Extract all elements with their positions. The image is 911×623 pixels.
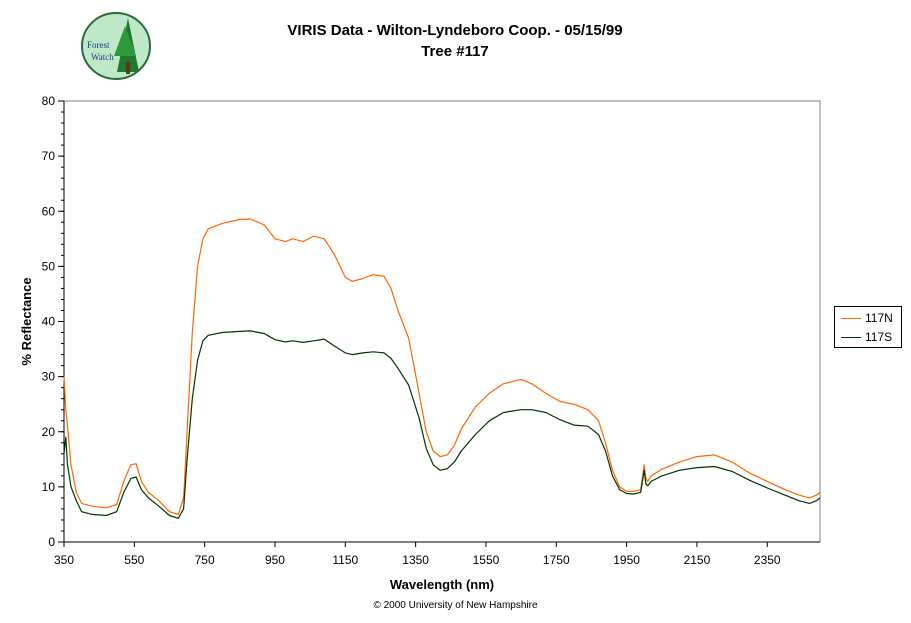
x-tick-label: 550 — [124, 553, 144, 567]
legend-label-117n: 117N — [865, 311, 893, 325]
y-tick-label: 20 — [42, 425, 56, 439]
series-lines — [63, 218, 821, 519]
chart-title: VIRIS Data - Wilton-Lyndeboro Coop. - 05… — [287, 22, 623, 39]
y-tick-label: 70 — [42, 149, 56, 163]
y-tick-label: 10 — [42, 480, 56, 494]
x-tick-label: 2350 — [754, 553, 781, 567]
legend-item-117n: 117N — [841, 310, 893, 326]
plot-border — [63, 100, 821, 543]
y-tick-label: 30 — [42, 370, 56, 384]
x-tick-label: 750 — [195, 553, 215, 567]
y-axis: 0 10 20 30 40 50 60 70 80 — [42, 94, 65, 549]
x-tick-label: 1350 — [402, 553, 429, 567]
x-tick-label: 1950 — [613, 553, 640, 567]
y-tick-label: 50 — [42, 259, 56, 273]
logo-text-forest: Forest — [87, 40, 110, 50]
x-tick-label: 1550 — [473, 553, 500, 567]
series-line-117n — [63, 218, 821, 516]
chart-subtitle: Tree #117 — [421, 43, 489, 60]
copyright-note: © 2000 University of New Hampshire — [373, 600, 538, 611]
y-tick-label: 80 — [42, 94, 56, 108]
y-tick-label: 0 — [48, 535, 55, 549]
legend-swatch-117n — [841, 317, 861, 319]
x-tick-label: 2150 — [684, 553, 711, 567]
logo-text-watch: Watch — [91, 52, 114, 62]
legend: 117N 117S — [834, 306, 902, 348]
x-axis-title: Wavelength (nm) — [390, 577, 494, 592]
x-axis: 350 550 750 950 1150 1350 1550 1750 1950 2150 2350 — [54, 541, 820, 567]
x-tick-label: 350 — [54, 553, 74, 567]
forest-watch-logo: Forest Watch — [81, 12, 151, 80]
y-tick-label: 60 — [42, 204, 56, 218]
plot-area — [63, 100, 821, 543]
x-tick-label: 1150 — [332, 553, 358, 567]
x-tick-label: 950 — [265, 553, 285, 567]
legend-swatch-117s — [841, 336, 861, 338]
y-tick-label: 40 — [42, 315, 56, 329]
x-tick-label: 1750 — [543, 553, 570, 567]
series-line-117s — [63, 330, 821, 519]
y-axis-title: % Reflectance — [19, 277, 34, 365]
legend-item-117s: 117S — [841, 329, 892, 345]
legend-label-117s: 117S — [865, 330, 893, 344]
